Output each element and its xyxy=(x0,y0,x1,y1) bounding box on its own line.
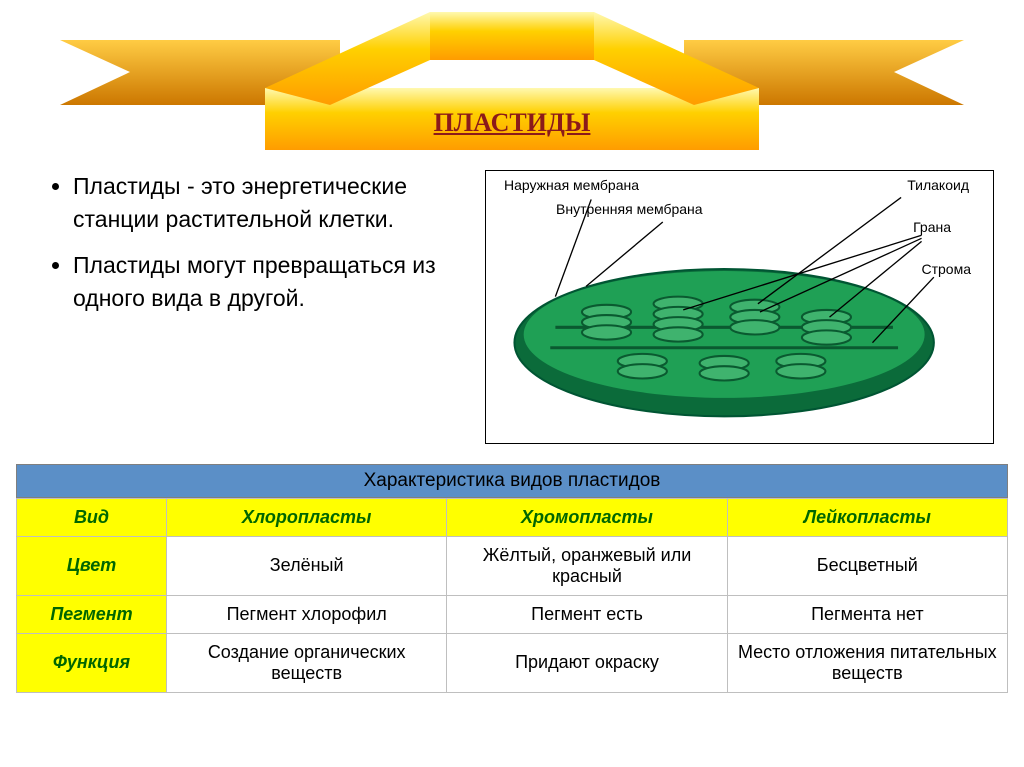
title-banner: ПЛАСТИДЫ xyxy=(0,0,1024,155)
page-title: ПЛАСТИДЫ xyxy=(0,108,1024,138)
cell: Создание органических веществ xyxy=(167,633,447,692)
chloroplast-diagram: Наружная мембрана Тилакоид Внутренняя ме… xyxy=(485,170,994,444)
label-outer-membrane: Наружная мембрана xyxy=(504,177,639,193)
cell: Бесцветный xyxy=(727,536,1007,595)
bullet-list: Пластиды - это энергетические станции ра… xyxy=(45,170,475,444)
chloroplast-svg xyxy=(494,179,985,435)
table-caption: Характеристика видов пластидов xyxy=(16,464,1008,498)
table-row: Функция Создание органических веществ Пр… xyxy=(17,633,1008,692)
cell: Пегмента нет xyxy=(727,595,1007,633)
table-row: Цвет Зелёный Жёлтый, оранжевый или красн… xyxy=(17,536,1008,595)
bullet-1: Пластиды - это энергетические станции ра… xyxy=(73,170,475,237)
bullet-2: Пластиды могут превращаться из одного ви… xyxy=(73,249,475,316)
cell: Жёлтый, оранжевый или красный xyxy=(447,536,727,595)
label-inner-membrane: Внутренняя мембрана xyxy=(556,201,703,217)
row-header-color: Цвет xyxy=(17,536,167,595)
cell: Придают окраску xyxy=(447,633,727,692)
cell: Место отложения питательных веществ xyxy=(727,633,1007,692)
label-stroma: Строма xyxy=(921,261,971,277)
col-header-2: Хромопласты xyxy=(447,498,727,536)
table-header-row: Вид Хлоропласты Хромопласты Лейкопласты xyxy=(17,498,1008,536)
label-thylakoid: Тилакоид xyxy=(907,177,969,193)
row-header-pigment: Пегмент xyxy=(17,595,167,633)
content-row: Пластиды - это энергетические станции ра… xyxy=(0,155,1024,454)
label-grana: Грана xyxy=(913,219,951,235)
cell: Пегмент есть xyxy=(447,595,727,633)
plastid-table: Характеристика видов пластидов Вид Хлоро… xyxy=(16,464,1008,693)
table-row: Пегмент Пегмент хлорофил Пегмент есть Пе… xyxy=(17,595,1008,633)
cell: Пегмент хлорофил xyxy=(167,595,447,633)
row-header-function: Функция xyxy=(17,633,167,692)
col-header-3: Лейкопласты xyxy=(727,498,1007,536)
col-header-1: Хлоропласты xyxy=(167,498,447,536)
cell: Зелёный xyxy=(167,536,447,595)
table: Вид Хлоропласты Хромопласты Лейкопласты … xyxy=(16,498,1008,693)
row-header-type: Вид xyxy=(17,498,167,536)
